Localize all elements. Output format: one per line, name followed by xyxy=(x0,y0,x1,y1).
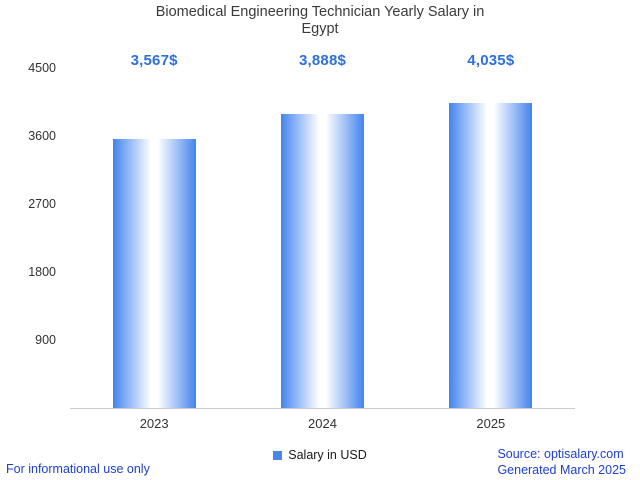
value-label: 4,035$ xyxy=(467,52,515,69)
bar-2024 xyxy=(281,114,364,408)
y-tick-label: 900 xyxy=(35,333,56,347)
bar-2025 xyxy=(449,103,533,408)
y-tick-label: 3600 xyxy=(28,129,56,143)
x-tick-label: 2025 xyxy=(476,416,506,431)
source-block: Source: optisalary.com Generated March 2… xyxy=(497,446,626,478)
chart-title: Biomedical Engineering Technician Yearly… xyxy=(0,4,640,38)
legend: Salary in USD xyxy=(0,448,640,462)
x-tick-label: 2023 xyxy=(139,416,169,431)
y-axis: 900 1800 2700 3600 4500 xyxy=(0,61,62,408)
plot-area: 3,567$ 2023 3,888$ 2024 4,035$ 2025 xyxy=(70,52,575,431)
generated-date: Generated March 2025 xyxy=(497,463,626,477)
y-tick-label: 1800 xyxy=(28,265,56,279)
value-label: 3,567$ xyxy=(130,52,178,69)
disclaimer-text: For informational use only xyxy=(6,462,150,476)
legend-swatch-icon xyxy=(273,450,283,460)
y-tick-label: 4500 xyxy=(28,61,56,75)
source-link[interactable]: Source: optisalary.com xyxy=(497,447,624,461)
legend-label: Salary in USD xyxy=(288,448,367,462)
y-tick-label: 2700 xyxy=(28,197,56,211)
value-label: 3,888$ xyxy=(298,52,347,69)
x-tick-label: 2024 xyxy=(308,416,337,431)
chart-title-text: Biomedical Engineering Technician Yearly… xyxy=(155,4,485,37)
bar-2023 xyxy=(112,138,196,408)
